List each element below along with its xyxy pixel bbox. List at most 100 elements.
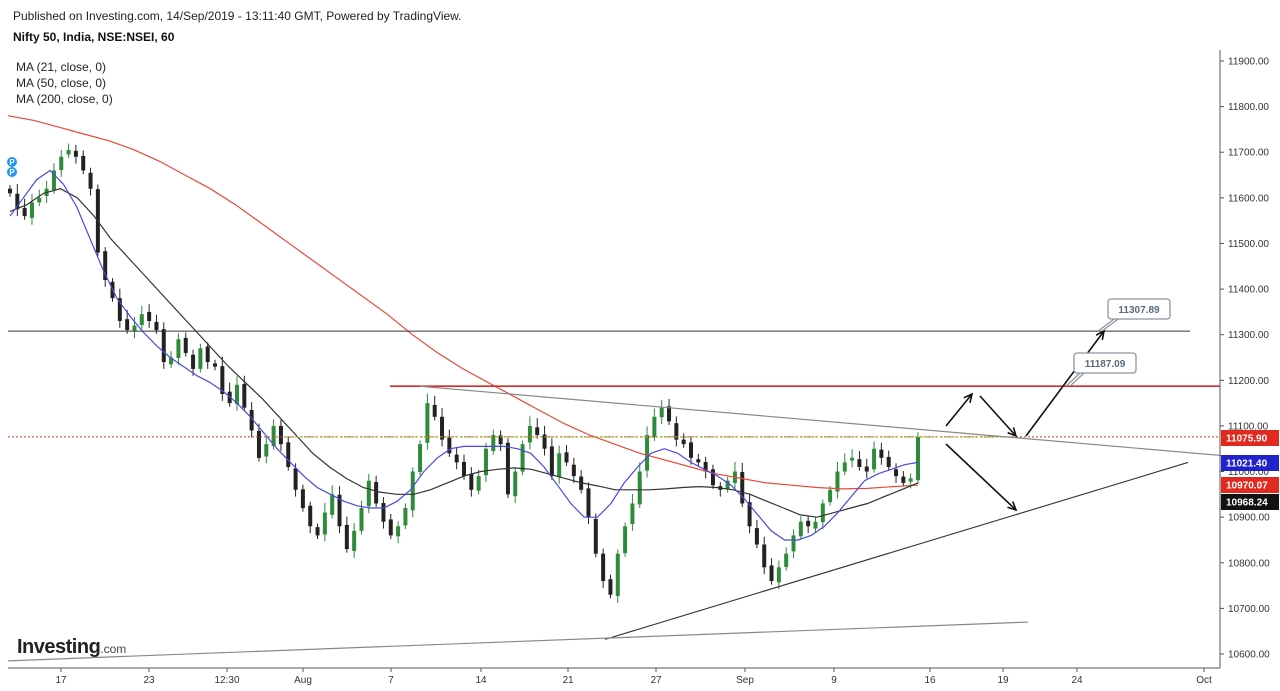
arrow-up-2 — [1025, 330, 1105, 437]
price-tag-bg — [1221, 494, 1279, 510]
price-tag-label: 10970.07 — [1226, 481, 1268, 492]
price-tag-11021.40: 11021.40 — [1221, 455, 1279, 471]
candle-body — [66, 149, 71, 155]
candle-body — [879, 449, 884, 458]
y-tick-label: 11900.00 — [1228, 57, 1269, 68]
candle-body — [278, 425, 283, 445]
candle-body — [498, 435, 503, 445]
y-tick-label: 11100.00 — [1228, 421, 1269, 432]
candle-body — [454, 454, 459, 463]
price-tag-10968.24: 10968.24 — [1221, 494, 1279, 510]
y-tick-label: 11600.00 — [1228, 193, 1269, 204]
candle-body — [535, 427, 540, 436]
trend-drawings: 11307.89 11187.09 — [7, 298, 1223, 662]
logo-main-text: Investing — [17, 636, 101, 658]
callout-11187.09: 11187.09 — [1065, 352, 1137, 387]
ma21-legend: MA (21, close, 0) — [16, 60, 107, 74]
pivot-letter-bottom: P — [9, 168, 15, 177]
candle-body — [359, 508, 364, 531]
candle-body — [396, 526, 401, 537]
candle-body — [344, 524, 349, 550]
candle-body — [154, 321, 159, 331]
candle-body — [88, 172, 93, 189]
candle-body — [667, 406, 672, 422]
candle-body — [462, 461, 466, 477]
ascending-trendline — [604, 461, 1189, 640]
candle-body — [674, 423, 679, 440]
callout-label: 11187.09 — [1085, 359, 1126, 370]
x-tick-label: 9 — [831, 675, 837, 686]
candle-body — [8, 188, 12, 194]
x-tick-label: 12:30 — [214, 675, 239, 686]
price-tag-11075.90: 11075.90 — [1221, 430, 1279, 446]
candle-body — [689, 442, 693, 458]
x-tick-label: 16 — [924, 675, 936, 686]
candle-body — [520, 444, 525, 472]
candle-body — [476, 476, 481, 491]
y-tick-label: 10600.00 — [1228, 650, 1270, 661]
candle-body — [235, 384, 239, 405]
y-tick-label: 11400.00 — [1228, 285, 1269, 296]
x-tick-label: 7 — [388, 675, 394, 686]
candle-body — [491, 435, 496, 452]
candle-body — [615, 553, 620, 597]
price-tag-label: 11021.40 — [1226, 459, 1268, 470]
candle-body — [29, 202, 34, 218]
price-tag-label: 11075.90 — [1226, 434, 1268, 445]
candle-body — [125, 319, 130, 331]
ma21-line — [9, 169, 919, 541]
callout-pointer — [1065, 372, 1081, 387]
candle-body — [549, 446, 554, 477]
candle-body — [256, 430, 261, 458]
candle-body — [696, 459, 701, 463]
candle-body — [769, 565, 774, 582]
candle-body — [747, 502, 752, 527]
candle-body — [403, 508, 408, 526]
candle-body — [513, 471, 518, 497]
candle-body — [337, 494, 342, 527]
candle-body — [740, 471, 745, 504]
candle-body — [703, 461, 708, 472]
candle-body — [205, 346, 210, 363]
x-tick-label: 23 — [143, 675, 155, 686]
candle-body — [381, 503, 386, 522]
pivot-circle-top — [7, 157, 17, 167]
candle-body — [864, 466, 869, 472]
candle-body — [264, 444, 269, 457]
y-tick-label: 11700.00 — [1228, 148, 1269, 159]
candle-body — [191, 354, 196, 369]
x-tick-label: 27 — [650, 675, 662, 686]
x-axis: 17 23 12:30 Aug 7 14 21 27 Sep 9 16 19 24 Oct — [8, 667, 1220, 686]
candle-body — [710, 469, 715, 486]
candle-body — [659, 407, 664, 418]
candle-body — [593, 518, 598, 554]
arrow-down-1 — [979, 395, 1017, 437]
ma200-legend: MA (200, close, 0) — [16, 92, 113, 106]
candle-body — [813, 521, 818, 529]
candle-body — [828, 489, 833, 503]
callout-pointer — [1097, 318, 1115, 332]
price-tag-bg — [1221, 477, 1279, 493]
y-tick-label: 11000.00 — [1228, 467, 1269, 478]
candle-body — [571, 464, 576, 477]
candle-body — [483, 448, 488, 476]
x-tick-label: Aug — [294, 675, 312, 686]
price-tag-bg — [1221, 430, 1279, 446]
candle-body — [901, 476, 906, 483]
callout-pointer — [1069, 372, 1085, 387]
candle-body — [557, 453, 562, 478]
x-tick-label: 24 — [1071, 675, 1083, 686]
published-info: Published on Investing.com, 14/Sep/2019 … — [13, 9, 462, 23]
pivot-marker: P P — [7, 157, 17, 177]
candle-body — [886, 456, 891, 467]
ma200-line — [7, 115, 919, 490]
candle-body — [542, 434, 547, 449]
candle-body — [147, 311, 152, 322]
candle-body — [872, 448, 877, 470]
y-tick-label: 11300.00 — [1228, 330, 1269, 341]
candle-body — [586, 488, 591, 518]
callout-11307.89: 11307.89 — [1097, 298, 1171, 332]
arrow-down-2-head — [1007, 501, 1018, 512]
candle-body — [213, 363, 218, 367]
